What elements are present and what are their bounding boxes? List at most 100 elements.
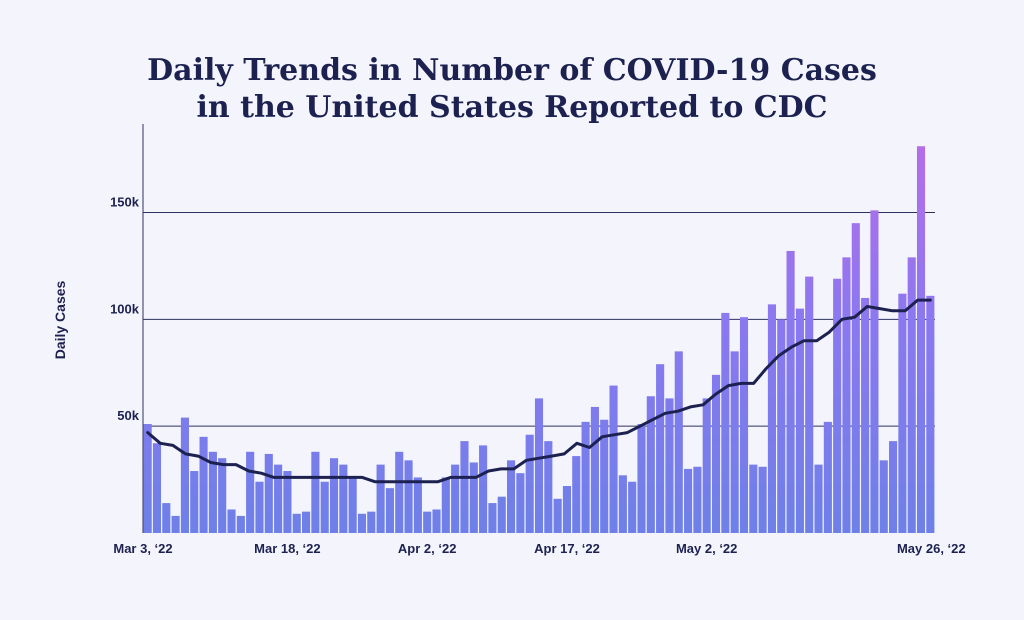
daily-case-bar [544,441,553,533]
daily-case-bar [264,453,273,533]
daily-case-bar [329,458,339,533]
x-tick-label: Apr 2, ‘22 [398,541,457,556]
daily-case-bar [777,319,786,533]
y-tick-label: 50k [117,408,139,423]
daily-case-bar [721,312,730,533]
gridlines [143,211,935,427]
daily-case-bar [600,419,609,533]
daily-case-bar [572,456,581,533]
daily-case-bar [208,451,217,533]
daily-case-bar [506,460,516,533]
daily-case-bar [590,406,599,533]
x-tick-label: Mar 3, ‘22 [113,541,172,556]
daily-case-bar [795,308,804,533]
daily-case-bar [646,396,655,533]
daily-case-bar [870,210,879,533]
daily-case-bar [609,385,618,533]
daily-case-bar [749,464,758,533]
daily-case-bar [674,351,683,533]
daily-case-bar [357,513,367,533]
daily-case-bar [889,441,898,533]
seven-day-average-line [146,298,932,484]
daily-case-bar [814,464,823,533]
x-tick-labels: Mar 3, ‘22 Mar 18, ‘22 Apr 2, ‘22 Apr 17, ‘… [113,541,965,556]
y-tick-label: 100k [110,301,140,316]
daily-case-bar [534,398,544,533]
y-tick-label: 150k [110,194,140,209]
chart-title-line-2: in the United States Reported to CDC [196,90,827,125]
daily-case-bar [218,458,227,533]
daily-case-bar [823,421,832,533]
daily-case-bar [413,477,422,533]
x-tick-label: Apr 17, ‘22 [534,541,600,556]
daily-case-bar [730,351,739,533]
daily-case-bar [786,250,795,533]
y-axis-label: Daily Cases [52,280,68,359]
daily-case-bar [907,257,916,533]
daily-case-bar [274,464,283,533]
daily-case-bar [861,297,870,533]
daily-case-bar [525,434,534,533]
daily-case-bar [283,471,292,533]
daily-case-bar [665,398,674,533]
daily-case-bars [143,146,935,534]
chart-title-line-1: Daily Trends in Number of COVID-19 Cases [147,53,877,88]
daily-case-bar [367,511,376,533]
daily-case-bar [842,257,851,533]
daily-case-bar [926,295,935,533]
daily-case-bar [758,466,767,533]
daily-case-bar [190,471,199,533]
daily-case-bar [311,451,320,533]
daily-case-bar [162,503,171,533]
daily-case-bar [460,441,469,533]
daily-case-bar [236,515,245,533]
daily-case-bar [479,445,488,533]
daily-case-bar [581,421,590,533]
daily-case-bar [879,460,888,533]
daily-case-bar [497,496,506,533]
daily-case-bar [553,498,562,533]
daily-case-bar [143,424,152,533]
daily-case-bar [618,475,627,533]
daily-case-bar [684,468,693,533]
daily-case-bar [376,464,385,533]
daily-case-bar [432,509,441,533]
y-tick-labels: 50k 100k 150k [110,194,140,423]
daily-case-bar [693,466,702,533]
daily-case-bar [423,511,432,533]
daily-case-bar [385,488,394,533]
daily-case-bar [180,417,189,533]
daily-case-bar [451,464,460,533]
daily-case-bar [562,485,572,533]
daily-case-bar [199,436,208,533]
daily-case-bar [488,503,497,533]
daily-case-bar [339,464,348,533]
daily-case-bar [171,515,180,533]
daily-case-bar [292,513,301,533]
daily-case-bar [637,424,646,533]
daily-case-bar [469,462,478,533]
daily-case-bar [302,511,311,533]
daily-case-bar [628,481,637,533]
daily-case-bar [916,146,926,534]
x-tick-label: Mar 18, ‘22 [254,541,321,556]
daily-case-bar [246,451,255,533]
daily-case-bar [227,509,236,533]
daily-case-bar [320,481,329,533]
daily-case-bar [833,278,842,533]
daily-case-bar [404,460,413,533]
daily-case-bar [805,276,814,533]
daily-case-bar [395,451,404,533]
daily-case-bar [739,317,749,533]
daily-case-bar [898,293,907,533]
x-tick-label: May 2, ‘22 [676,541,737,556]
daily-case-bar [711,374,721,533]
daily-case-bar [516,473,525,533]
daily-case-bar [348,477,357,533]
daily-case-bar [152,443,162,533]
daily-case-bar [255,481,264,533]
daily-case-bar [656,364,665,533]
daily-case-bar [767,304,776,533]
daily-case-bar [441,477,450,533]
